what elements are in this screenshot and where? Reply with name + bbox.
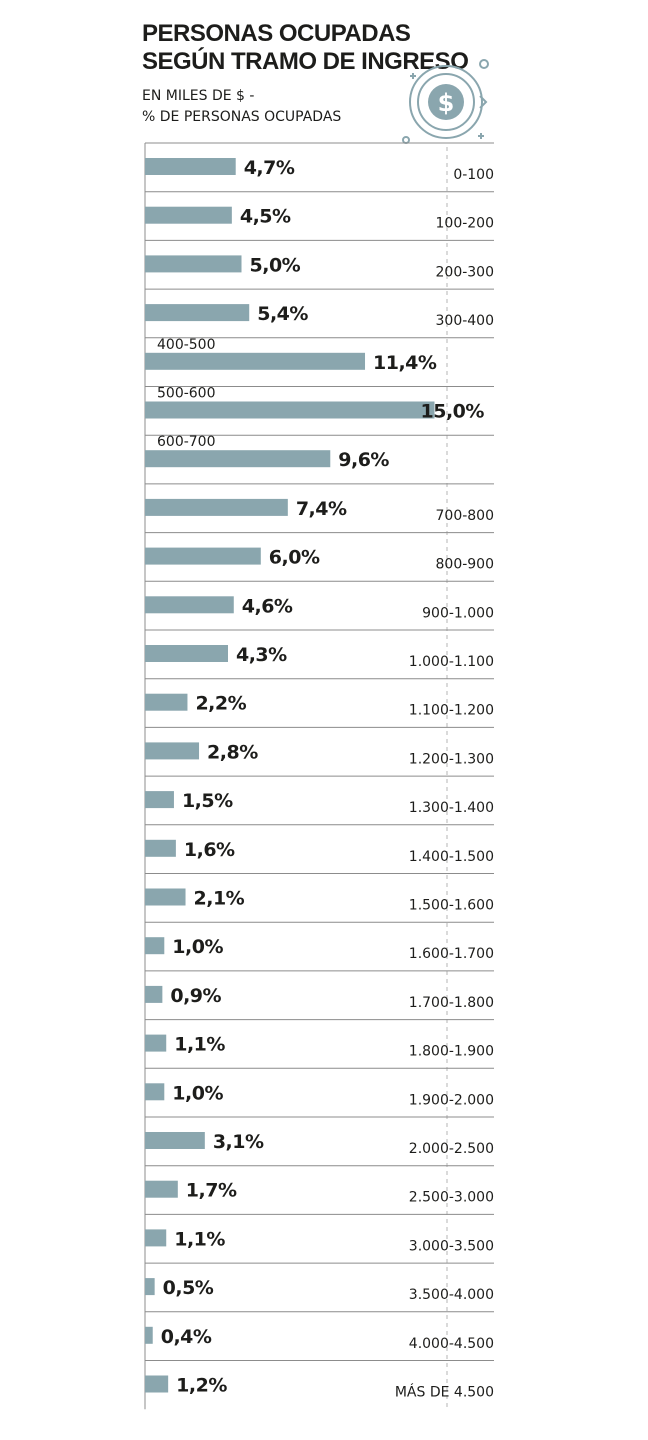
category-label: 1.600-1.700: [409, 946, 494, 962]
value-label: 11,4%: [373, 352, 437, 374]
category-label: 3.000-3.500: [409, 1238, 494, 1254]
value-label: 2,8%: [207, 741, 258, 763]
bar: [145, 791, 174, 809]
category-label: 4.000-4.500: [409, 1336, 494, 1352]
value-label: 1,1%: [174, 1034, 225, 1056]
category-label: 700-800: [436, 508, 495, 524]
value-label: 2,1%: [194, 888, 245, 910]
category-label: 1.800-1.900: [409, 1044, 494, 1060]
category-label: 1.400-1.500: [409, 849, 494, 865]
subtitle-line-measure: % DE PERSONAS OCUPADAS: [142, 109, 342, 125]
bar: [145, 1132, 205, 1149]
bar: [145, 206, 232, 224]
bar: [145, 547, 261, 565]
dollar-coin-icon: $: [402, 59, 489, 144]
value-label: 1,0%: [172, 1082, 223, 1104]
value-label: 4,3%: [236, 644, 287, 666]
bar: [145, 1083, 165, 1101]
value-label: 1,7%: [186, 1180, 237, 1202]
bar: [145, 888, 186, 906]
bar: [145, 401, 435, 419]
bar: [145, 498, 288, 516]
bar: [145, 742, 200, 760]
bar: [145, 1034, 167, 1052]
category-label: 300-400: [436, 313, 495, 329]
bar: [145, 1180, 178, 1198]
category-label: 1.500-1.600: [409, 898, 494, 914]
bar: [145, 645, 228, 662]
category-label: 1.300-1.400: [409, 800, 494, 816]
value-label: 5,4%: [257, 303, 308, 325]
bar: [145, 1229, 167, 1247]
bar: [145, 1278, 155, 1296]
category-label: MÁS DE 4.500: [395, 1384, 494, 1401]
category-label: 200-300: [436, 264, 495, 280]
value-label: 0,9%: [170, 985, 221, 1007]
value-label: 1,2%: [176, 1375, 227, 1397]
category-label: 1.100-1.200: [409, 703, 494, 719]
category-label: 1.900-2.000: [409, 1092, 494, 1108]
value-label: 15,0%: [421, 401, 485, 423]
category-label: 3.500-4.000: [409, 1287, 494, 1303]
value-label: 7,4%: [296, 498, 347, 520]
svg-text:$: $: [438, 89, 455, 117]
category-label: 1.700-1.800: [409, 995, 494, 1011]
chart-title: PERSONAS OCUPADAS SEGÚN TRAMO DE INGRESO: [142, 20, 469, 75]
value-label: 4,7%: [244, 157, 295, 179]
chart-subtitle: EN MILES DE $ - % DE PERSONAS OCUPADAS: [142, 86, 402, 128]
bar: [145, 693, 188, 711]
subtitle-line-units: EN MILES DE $ -: [142, 88, 255, 104]
value-label: 5,0%: [250, 254, 301, 276]
value-label: 3,1%: [213, 1131, 264, 1153]
category-label: 1.000-1.100: [409, 654, 494, 670]
category-label: 800-900: [436, 557, 495, 573]
category-label: 0-100: [453, 167, 494, 183]
value-label: 4,5%: [240, 206, 291, 228]
value-label: 0,4%: [161, 1326, 212, 1348]
bar: [145, 985, 163, 1003]
bar: [145, 352, 366, 370]
category-label: 600-700: [157, 434, 216, 450]
value-label: 1,1%: [174, 1228, 225, 1250]
category-label: 1.200-1.300: [409, 751, 494, 767]
bar: [145, 450, 331, 468]
value-label: 1,6%: [184, 839, 235, 861]
bar: [145, 158, 236, 175]
category-label: 2.000-2.500: [409, 1141, 494, 1157]
bar: [145, 596, 234, 614]
bar: [145, 255, 242, 273]
bar: [145, 1375, 169, 1393]
category-label: 2.500-3.000: [409, 1190, 494, 1206]
bar: [145, 839, 176, 857]
value-label: 1,5%: [182, 790, 233, 812]
value-label: 1,0%: [172, 936, 223, 958]
category-label: 900-1.000: [422, 605, 494, 621]
bar: [145, 1326, 153, 1344]
value-label: 6,0%: [269, 547, 320, 569]
value-label: 2,2%: [195, 693, 246, 715]
bar: [145, 304, 250, 322]
category-label: 500-600: [157, 386, 216, 402]
value-label: 4,6%: [242, 595, 293, 617]
value-label: 0,5%: [163, 1277, 214, 1299]
value-label: 9,6%: [338, 449, 389, 471]
bar: [145, 937, 165, 955]
category-label: 100-200: [436, 216, 495, 232]
category-label: 400-500: [157, 337, 216, 353]
